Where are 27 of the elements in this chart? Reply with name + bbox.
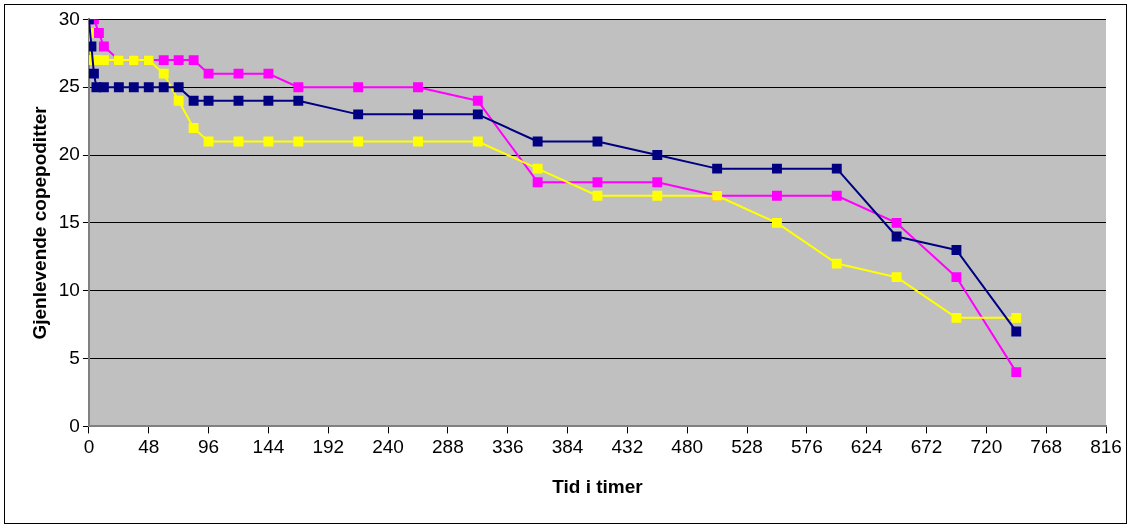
x-tick-label: 96 [198,436,220,458]
x-tick-label: 672 [910,436,943,458]
y-tick-label: 15 [58,211,80,233]
x-tick-label: 192 [312,436,345,458]
x-tick-label: 816 [1090,436,1122,458]
x-tick-label: 768 [1030,436,1063,458]
x-tick-label: 336 [491,436,524,458]
x-tick-label: 384 [551,436,584,458]
y-tick-label: 5 [69,346,80,368]
x-tick-label: 432 [611,436,644,458]
x-tick-label: 0 [83,436,95,458]
x-tick-label: 144 [252,436,285,458]
x-tick-label: 624 [850,436,883,458]
x-axis-title: Tid i timer [552,475,644,497]
x-tick-label: 576 [791,436,823,458]
x-tick-label: 48 [138,436,160,458]
x-tick-label: 288 [432,436,464,458]
y-tick-label: 30 [58,7,80,29]
x-tick-label: 720 [970,436,1003,458]
y-tick-label: 10 [58,278,80,300]
y-axis-title: Gjenlevende copepoditter [28,105,50,340]
y-tick-label: 0 [69,414,80,436]
x-tick-label: 240 [372,436,404,458]
y-tick-label: 20 [58,143,80,165]
x-tick-label: 480 [671,436,704,458]
y-tick-label: 25 [58,75,80,97]
x-tick-label: 528 [731,436,763,458]
